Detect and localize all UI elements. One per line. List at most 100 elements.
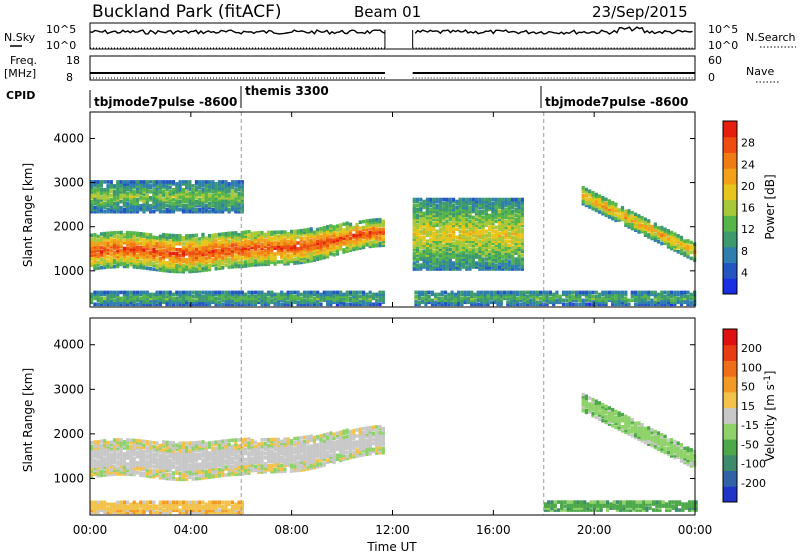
heatmap-cell bbox=[670, 294, 674, 299]
heatmap-cell bbox=[319, 252, 323, 257]
heatmap-cell bbox=[627, 213, 631, 217]
heatmap-cell bbox=[201, 266, 205, 271]
heatmap-cell bbox=[342, 248, 346, 252]
heatmap-cell bbox=[520, 205, 524, 210]
heatmap-cell bbox=[132, 472, 136, 477]
heatmap-cell bbox=[430, 290, 434, 295]
heatmap-cell bbox=[208, 294, 212, 299]
heatmap-cell bbox=[434, 300, 438, 305]
heatmap-cell bbox=[96, 439, 100, 444]
heatmap-cell bbox=[381, 223, 385, 228]
heatmap-cell bbox=[90, 452, 94, 457]
heatmap-cell bbox=[152, 182, 156, 186]
heatmap-cell bbox=[481, 259, 485, 263]
heatmap-cell bbox=[240, 300, 244, 305]
heatmap-cell bbox=[149, 296, 153, 301]
heatmap-cell bbox=[178, 477, 182, 482]
heatmap-cell bbox=[158, 234, 162, 239]
heatmap-cell bbox=[116, 468, 120, 472]
heatmap-cell bbox=[481, 217, 485, 222]
heatmap-cell bbox=[116, 448, 120, 452]
heatmap-cell bbox=[129, 472, 133, 477]
heatmap-cell bbox=[532, 302, 536, 307]
heatmap-cell bbox=[650, 224, 654, 229]
heatmap-cell bbox=[607, 292, 611, 297]
heatmap-cell bbox=[155, 473, 159, 478]
heatmap-cell bbox=[109, 454, 113, 459]
heatmap-cell bbox=[116, 248, 120, 253]
heatmap-cell bbox=[227, 265, 231, 269]
heatmap-cell bbox=[452, 223, 456, 228]
heatmap-cell bbox=[412, 227, 416, 232]
heatmap-cell bbox=[607, 209, 611, 213]
heatmap-cell bbox=[434, 292, 438, 297]
heatmap-cell bbox=[435, 231, 439, 236]
heatmap-cell bbox=[660, 231, 664, 236]
heatmap-cell bbox=[322, 236, 326, 240]
heatmap-cell bbox=[145, 180, 149, 184]
heatmap-cell bbox=[440, 300, 444, 305]
heatmap-cell bbox=[299, 256, 303, 261]
heatmap-cell bbox=[676, 234, 680, 238]
heatmap-cell bbox=[529, 298, 533, 303]
heatmap-cell bbox=[529, 290, 533, 295]
heatmap-cell bbox=[198, 237, 202, 241]
heatmap-cell bbox=[126, 466, 130, 470]
heatmap-cell bbox=[412, 253, 416, 257]
heatmap-cell bbox=[432, 257, 436, 261]
heatmap-cell bbox=[316, 245, 320, 250]
heatmap-cell bbox=[643, 296, 647, 301]
heatmap-cell bbox=[267, 246, 271, 251]
heatmap-cell bbox=[135, 184, 140, 188]
heatmap-cell bbox=[90, 454, 94, 459]
heatmap-cell bbox=[509, 294, 513, 299]
heatmap-cell bbox=[103, 259, 107, 264]
heatmap-cell bbox=[116, 246, 120, 251]
heatmap-cell bbox=[116, 184, 120, 188]
heatmap-cell bbox=[93, 192, 97, 196]
heatmap-cell bbox=[422, 229, 426, 234]
heatmap-cell bbox=[465, 201, 469, 206]
heatmap-cell bbox=[419, 251, 423, 255]
heatmap-cell bbox=[224, 184, 228, 188]
heatmap-cell bbox=[478, 265, 482, 269]
heatmap-cell bbox=[112, 472, 117, 476]
heatmap-cell bbox=[520, 229, 524, 234]
heatmap-cell bbox=[211, 184, 215, 188]
heatmap-cell bbox=[427, 300, 431, 305]
heatmap-cell bbox=[461, 249, 465, 253]
heatmap-cell bbox=[663, 302, 667, 307]
heatmap-cell bbox=[221, 262, 225, 266]
heatmap-cell bbox=[181, 196, 185, 200]
heatmap-cell bbox=[240, 264, 244, 269]
heatmap-cell bbox=[653, 294, 657, 299]
heatmap-cell bbox=[109, 464, 113, 469]
heatmap-cell bbox=[90, 300, 94, 305]
heatmap-cell bbox=[568, 296, 572, 301]
heatmap-cell bbox=[601, 292, 605, 297]
heatmap-cell bbox=[188, 302, 192, 307]
heatmap-cell bbox=[208, 302, 212, 307]
heatmap-cell bbox=[126, 250, 130, 255]
heatmap-cell bbox=[224, 243, 228, 248]
heatmap-cell bbox=[155, 201, 159, 206]
heatmap-cell bbox=[103, 441, 107, 445]
heatmap-cell bbox=[178, 265, 182, 270]
heatmap-cell bbox=[168, 190, 172, 194]
heatmap-cell bbox=[221, 256, 225, 260]
heatmap-cell bbox=[208, 236, 212, 240]
heatmap-cell bbox=[329, 246, 333, 250]
heatmap-cell bbox=[504, 223, 508, 228]
heatmap-cell bbox=[445, 199, 449, 204]
heatmap-cell bbox=[119, 256, 123, 261]
heatmap-cell bbox=[491, 251, 495, 255]
heatmap-cell bbox=[106, 190, 110, 194]
heatmap-cell bbox=[204, 300, 208, 305]
heatmap-cell bbox=[142, 445, 146, 450]
heatmap-cell bbox=[103, 459, 107, 463]
heatmap-cell bbox=[378, 296, 382, 301]
heatmap-cell bbox=[679, 235, 684, 240]
heatmap-cell bbox=[230, 186, 235, 190]
heatmap-cell bbox=[93, 182, 97, 186]
heatmap-cell bbox=[158, 443, 162, 448]
